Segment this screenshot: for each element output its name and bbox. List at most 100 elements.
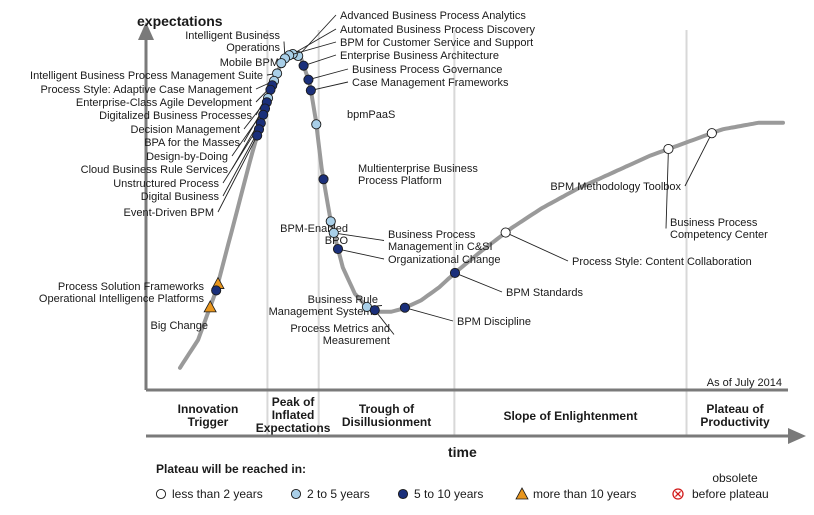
point-label: Event-Driven BPM: [124, 207, 214, 219]
point-label: Big Change: [151, 320, 209, 332]
y-axis-arrow: [138, 22, 154, 40]
phase-label: Slope of Enlightenment: [503, 409, 637, 423]
point-marker: [311, 119, 322, 130]
legend-marker: [672, 488, 684, 500]
point-label: Automated Business Process Discovery: [340, 24, 536, 36]
point-label: Enterprise-Class Agile Development: [76, 97, 252, 109]
point-label: Mobile BPM: [220, 57, 279, 69]
point-label: Operations: [226, 42, 280, 54]
point-label: Business Process: [670, 217, 758, 229]
leader-line: [217, 135, 258, 213]
leader-line: [665, 148, 669, 229]
point-label: BPM Standards: [506, 287, 584, 299]
leader-line: [292, 28, 337, 55]
point-label: Process Style: Adaptive Case Management: [40, 84, 252, 96]
x-axis-arrow: [788, 428, 806, 444]
cross-icon: [674, 490, 682, 498]
point-marker: [500, 227, 511, 238]
point-marker: [369, 305, 380, 316]
point-marker: [276, 58, 287, 69]
point-marker: [203, 300, 217, 313]
point-label: Management Systems: [269, 306, 379, 318]
point-label: Measurement: [323, 335, 390, 347]
point-label: Process Solution Frameworks: [58, 281, 205, 293]
point-marker: [305, 85, 316, 96]
point-label: Unstructured Process: [113, 178, 219, 190]
phase-label: Peak of: [272, 395, 316, 409]
leader-line: [337, 248, 385, 260]
legend-title: Plateau will be reached in:: [156, 462, 306, 476]
leader-line: [308, 68, 349, 81]
point-label: Process Platform: [358, 175, 442, 187]
point-label: Business Process Governance: [352, 64, 502, 76]
phase-label: Disillusionment: [342, 415, 431, 429]
point-label: BPA for the Masses: [144, 137, 240, 149]
leader-line: [374, 309, 395, 335]
point-label: Competency Center: [670, 229, 768, 241]
y-axis-label: expectations: [137, 13, 223, 29]
phase-label: Innovation: [178, 402, 239, 416]
point-label: Organizational Change: [388, 254, 501, 266]
point-label: Digital Business: [141, 191, 220, 203]
legend-marker: [515, 487, 529, 500]
point-label: Case Management Frameworks: [352, 77, 509, 89]
legend-label: 2 to 5 years: [307, 487, 370, 501]
legend-label: less than 2 years: [172, 487, 263, 501]
point-marker: [399, 302, 410, 313]
legend-label: 5 to 10 years: [414, 487, 483, 501]
phase-label: Expectations: [256, 421, 331, 435]
legend-marker: [290, 488, 302, 500]
legend-marker: [397, 488, 409, 500]
point-label: Advanced Business Process Analytics: [340, 10, 526, 22]
point-label: Process Metrics and: [290, 323, 390, 335]
point-marker: [325, 216, 336, 227]
legend-label: more than 10 years: [533, 487, 636, 501]
leader-line: [404, 307, 454, 322]
point-marker: [706, 128, 717, 139]
point-label: Business Process: [388, 229, 476, 241]
point-label: BPM Methodology Toolbox: [550, 181, 681, 193]
point-label: Design-by-Doing: [146, 151, 228, 163]
point-label: Intelligent Business: [185, 30, 280, 42]
legend-marker: [155, 488, 167, 500]
as-of-label: As of July 2014: [707, 377, 782, 389]
point-label: Enterprise Business Architecture: [340, 50, 499, 62]
legend-label: before plateau: [692, 487, 769, 501]
point-label: Cloud Business Rule Services: [81, 164, 229, 176]
leader-line: [333, 232, 385, 241]
point-marker: [265, 84, 276, 95]
point-marker: [298, 60, 309, 71]
leader-line: [454, 272, 503, 293]
point-marker: [258, 109, 269, 120]
point-marker: [211, 285, 222, 296]
point-label: Management in C&SI: [388, 241, 493, 253]
leader-line: [684, 132, 713, 187]
point-label: BPM for Customer Service and Support: [340, 37, 533, 49]
phase-label: Plateau of: [706, 402, 764, 416]
leader-line: [222, 129, 260, 197]
phase-label: Trigger: [188, 415, 229, 429]
point-label: Intelligent Business Process Management …: [30, 70, 263, 82]
point-marker: [328, 227, 339, 238]
point-label: bpmPaaS: [347, 109, 395, 121]
point-marker: [318, 174, 329, 185]
point-marker: [252, 130, 263, 141]
legend-label: obsolete: [712, 471, 758, 485]
point-label: Process Style: Content Collaboration: [572, 256, 752, 268]
x-axis-label: time: [448, 444, 477, 460]
leader-line: [310, 81, 349, 91]
point-marker: [303, 74, 314, 85]
phase-label: Trough of: [359, 402, 415, 416]
point-label: Decision Management: [131, 124, 240, 136]
point-label: Digitalized Business Processes: [99, 110, 252, 122]
leader-line: [297, 14, 337, 57]
point-label: Multienterprise Business: [358, 163, 478, 175]
leader-line: [289, 41, 337, 56]
point-label: BPO: [325, 235, 349, 247]
point-label: Operational Intelligence Platforms: [39, 293, 205, 305]
leader-line: [505, 232, 569, 262]
point-label: BPM Discipline: [457, 316, 531, 328]
point-label: Business Rule: [308, 294, 378, 306]
phase-label: Inflated: [272, 408, 315, 422]
